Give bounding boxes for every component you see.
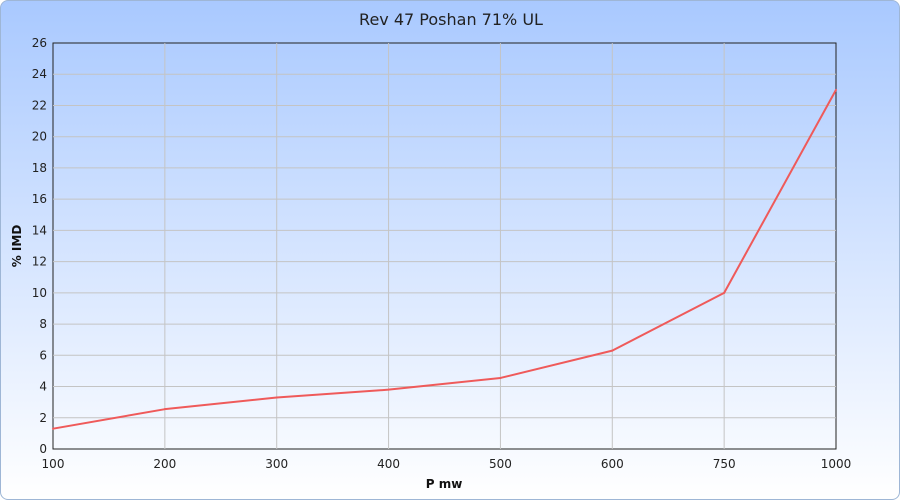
- y-tick-label: 18: [32, 161, 47, 175]
- y-tick-label: 10: [32, 286, 47, 300]
- y-tick-label: 12: [32, 255, 47, 269]
- x-axis-label: P mw: [426, 477, 463, 491]
- y-axis-label: % IMD: [10, 225, 24, 268]
- chart-title: Rev 47 Poshan 71% UL: [359, 10, 543, 29]
- x-tick-label: 1000: [821, 457, 852, 471]
- y-tick-label: 0: [39, 442, 47, 456]
- data-point: [52, 427, 54, 430]
- plot-area: [52, 42, 837, 450]
- y-tick-label: 4: [39, 380, 47, 394]
- data-point: [275, 396, 278, 399]
- data-point: [835, 88, 837, 91]
- series-group: [52, 88, 837, 430]
- y-tick-label: 20: [32, 130, 47, 144]
- y-tick-label: 26: [32, 36, 47, 50]
- x-tick-label: 200: [153, 457, 176, 471]
- x-tick-label: 300: [265, 457, 288, 471]
- series-line: [52, 89, 837, 430]
- grid-lines: [53, 43, 836, 449]
- data-point: [387, 388, 390, 391]
- x-axis-ticks: 100 200 300 400 500 600 750 1000: [42, 457, 852, 471]
- data-point: [499, 376, 502, 379]
- data-point: [163, 408, 166, 411]
- x-tick-label: 600: [601, 457, 624, 471]
- x-tick-label: 400: [377, 457, 400, 471]
- data-point: [611, 349, 614, 352]
- y-tick-label: 22: [32, 98, 47, 112]
- data-point: [723, 291, 726, 294]
- x-tick-label: 750: [713, 457, 736, 471]
- y-tick-label: 6: [39, 348, 47, 362]
- x-tick-label: 500: [489, 457, 512, 471]
- y-tick-label: 24: [32, 67, 47, 81]
- y-tick-label: 14: [32, 223, 47, 237]
- y-tick-label: 2: [39, 411, 47, 425]
- x-tick-label: 100: [42, 457, 65, 471]
- y-tick-label: 8: [39, 317, 47, 331]
- y-tick-label: 16: [32, 192, 47, 206]
